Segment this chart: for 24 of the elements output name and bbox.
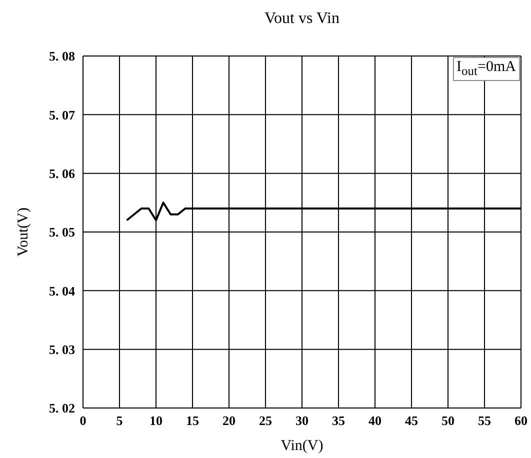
x-tick-label: 35 bbox=[332, 413, 346, 428]
x-tick-label: 5 bbox=[116, 413, 124, 428]
x-tick-label: 0 bbox=[80, 413, 86, 428]
x-tick-label: 45 bbox=[405, 413, 418, 428]
y-tick-label: 5. 07 bbox=[49, 107, 76, 122]
x-tick-label: 30 bbox=[296, 413, 308, 428]
x-tick-label: 20 bbox=[222, 413, 236, 428]
x-tick-label: 50 bbox=[442, 413, 454, 428]
y-tick-label: 5. 06 bbox=[49, 166, 76, 181]
x-axis-title: Vin(V) bbox=[280, 438, 324, 454]
x-tick-label: 15 bbox=[186, 413, 200, 428]
x-tick-label: 40 bbox=[368, 413, 382, 428]
x-tick-label: 25 bbox=[259, 413, 272, 428]
y-tick-label: 5. 08 bbox=[49, 48, 76, 64]
y-tick-label: 5. 02 bbox=[49, 400, 75, 416]
y-tick-label: 5. 03 bbox=[49, 342, 76, 357]
y-tick-label: 5. 05 bbox=[49, 224, 76, 240]
annotation: I$_{out}$=0mA bbox=[452, 57, 520, 81]
chart-title: Vout vs Vin bbox=[264, 10, 340, 28]
y-axis-title: Vout(V) bbox=[15, 208, 32, 256]
x-tick-label: 10 bbox=[150, 413, 162, 428]
x-tick-label: 60 bbox=[514, 413, 528, 428]
y-tick-label: 5. 04 bbox=[49, 283, 76, 298]
x-tick-label: 55 bbox=[478, 413, 492, 428]
